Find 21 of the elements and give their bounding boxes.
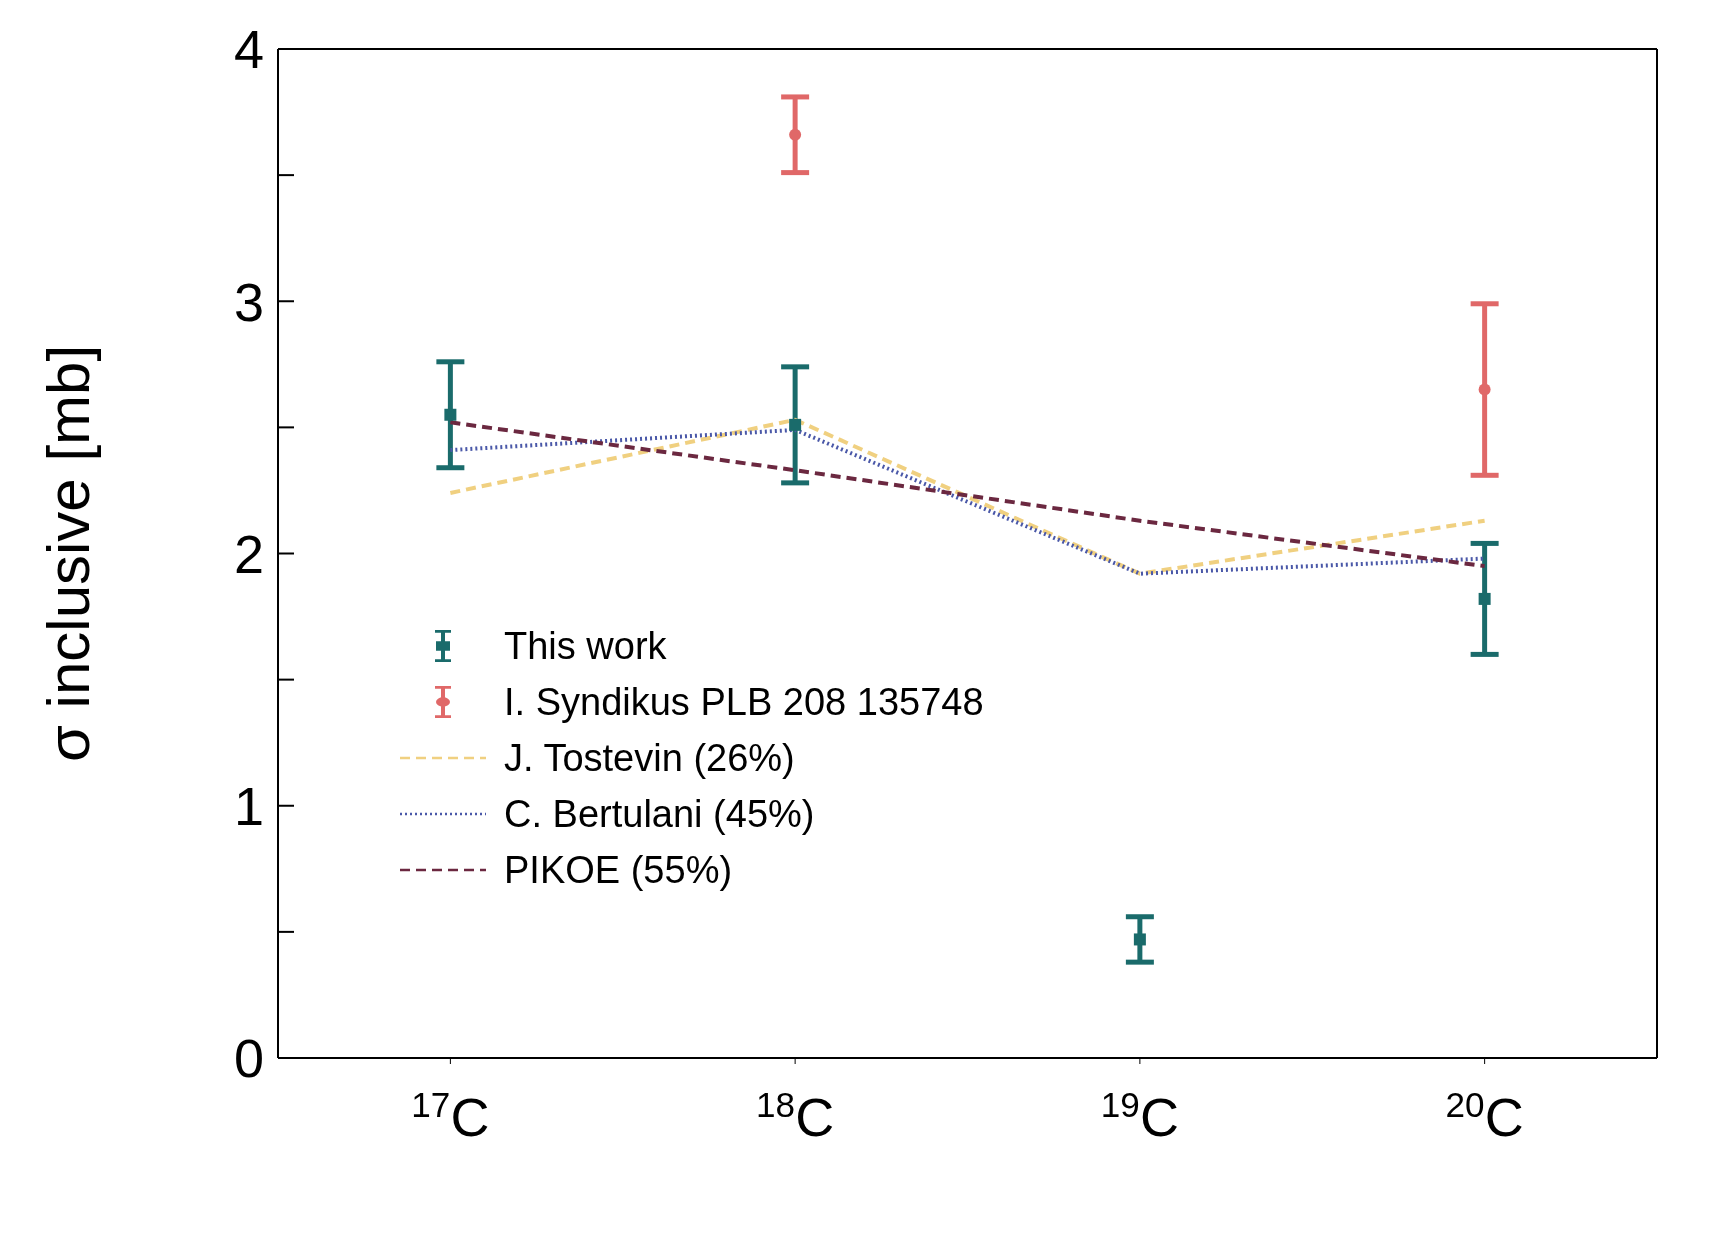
legend-label: I. Syndikus PLB 208 135748: [504, 680, 984, 724]
point: [1133, 933, 1146, 946]
y-tick-label: 1: [233, 776, 264, 837]
point: [789, 418, 802, 431]
point: [1478, 383, 1491, 396]
point: [1478, 592, 1491, 605]
x-tick-label: $^{20}$C: [1445, 1084, 1524, 1147]
x-tick-label: $^{19}$C: [1100, 1084, 1179, 1147]
y-axis-title: σ inclusive [mb]: [35, 344, 103, 763]
legend-label: This work: [504, 624, 667, 668]
x-tick-label: $^{18}$C: [756, 1084, 835, 1147]
legend-label: PIKOE (55%): [504, 848, 733, 892]
x-tick-label: $^{17}$C: [411, 1084, 490, 1147]
point: [789, 128, 802, 141]
y-tick-label: 3: [233, 271, 264, 332]
y-tick-label: 0: [233, 1028, 264, 1089]
y-tick-label: 2: [233, 523, 264, 584]
point: [444, 408, 457, 421]
y-tick-label: 4: [233, 19, 264, 80]
legend-label: J. Tostevin (26%): [504, 736, 795, 780]
legend-label: C. Bertulani (45%): [504, 792, 815, 836]
